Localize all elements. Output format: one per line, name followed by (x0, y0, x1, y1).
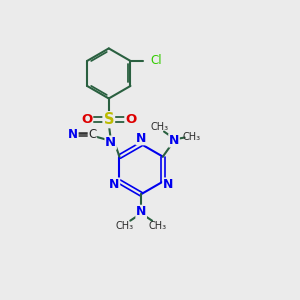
Text: N: N (169, 134, 179, 147)
Text: N: N (109, 178, 120, 191)
Text: N: N (163, 178, 173, 191)
Text: O: O (125, 113, 136, 126)
Text: CH₃: CH₃ (148, 221, 166, 231)
Text: Cl: Cl (150, 54, 162, 68)
Text: CH₃: CH₃ (150, 122, 168, 132)
Text: S: S (103, 112, 114, 127)
Text: N: N (136, 205, 146, 218)
Text: CH₃: CH₃ (182, 133, 200, 142)
Text: N: N (68, 128, 78, 141)
Text: N: N (105, 136, 116, 149)
Text: CH₃: CH₃ (116, 221, 134, 231)
Text: O: O (81, 113, 93, 126)
Text: C: C (88, 128, 97, 141)
Text: N: N (136, 132, 146, 145)
